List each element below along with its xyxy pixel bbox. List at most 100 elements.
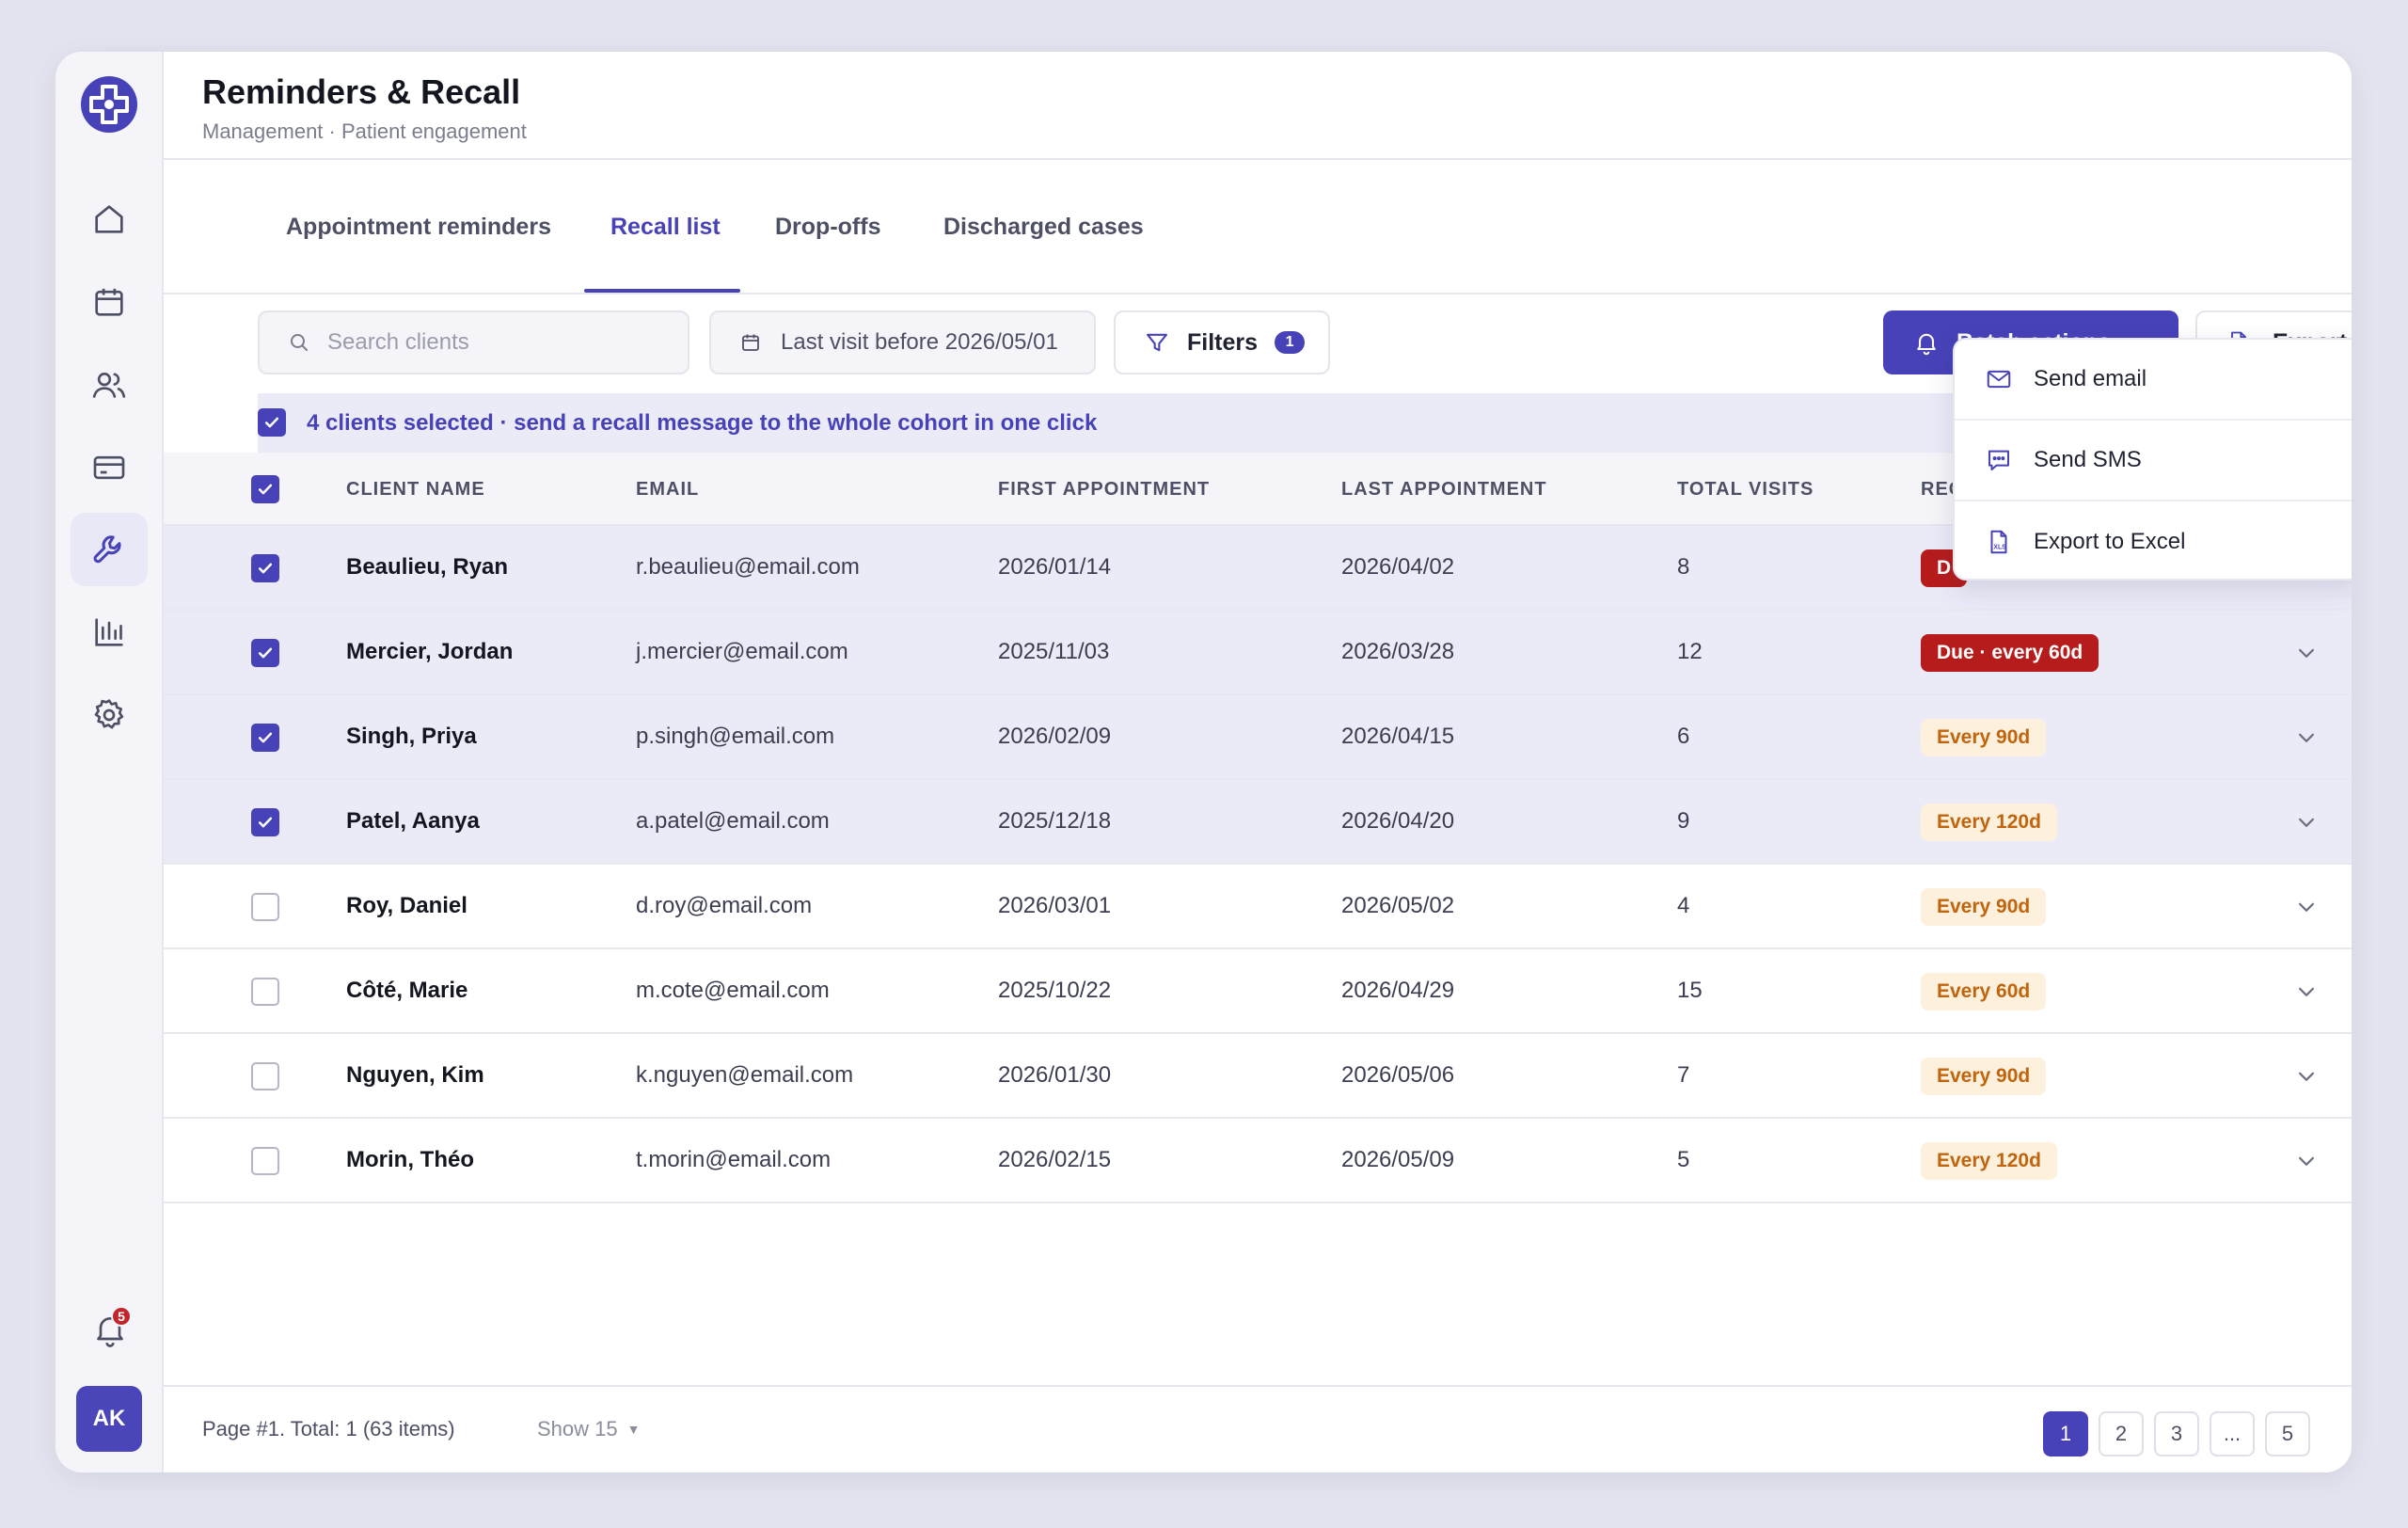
tab-discharged-cases[interactable]: Discharged cases bbox=[943, 214, 1144, 240]
email-cell: t.morin@email.com bbox=[636, 1147, 832, 1172]
selection-banner-text: 4 clients selected · send a recall messa… bbox=[307, 409, 1098, 436]
checkmark-icon bbox=[258, 817, 273, 828]
table-row[interactable]: Singh, Priya p.singh@email.com 2026/02/09 2… bbox=[164, 695, 2352, 780]
client-name-cell: Mercier, Jordan bbox=[346, 639, 514, 664]
card-icon bbox=[93, 455, 125, 480]
table-row[interactable]: Roy, Daniel d.roy@email.com 2026/03/01 2026… bbox=[164, 865, 2352, 949]
page-ellipsis: ... bbox=[2210, 1411, 2255, 1456]
total-visits-cell: 6 bbox=[1677, 724, 1690, 749]
row-checkbox[interactable] bbox=[251, 978, 279, 1006]
main-content: Reminders & Recall Management · Patient … bbox=[164, 52, 2352, 1472]
column-header-email[interactable]: EMAIL bbox=[636, 478, 700, 500]
select-all-checkbox[interactable] bbox=[251, 475, 279, 503]
chevron-down-icon bbox=[2299, 1156, 2314, 1166]
expand-row-button[interactable] bbox=[2292, 893, 2321, 921]
total-visits-cell: 9 bbox=[1677, 808, 1690, 834]
column-header-last-appointment[interactable]: LAST APPOINTMENT bbox=[1341, 478, 1547, 500]
recall-status-badge: Every 90d bbox=[1921, 1058, 2047, 1095]
row-checkbox[interactable] bbox=[251, 808, 279, 836]
app-logo[interactable] bbox=[80, 75, 138, 134]
column-header-recall[interactable]: REC bbox=[1921, 478, 1964, 500]
row-checkbox[interactable] bbox=[251, 724, 279, 752]
menu-item-export-excel[interactable]: XLS Export to Excel bbox=[1955, 501, 2352, 579]
page-size-label: Show 15 bbox=[537, 1417, 618, 1440]
home-icon bbox=[95, 205, 123, 233]
table-row[interactable]: Mercier, Jordan j.mercier@email.com 2025/1… bbox=[164, 611, 2352, 695]
row-checkbox[interactable] bbox=[251, 554, 279, 582]
row-checkbox[interactable] bbox=[251, 893, 279, 921]
tab-drop-offs[interactable]: Drop-offs bbox=[775, 214, 881, 240]
bell-icon bbox=[1917, 333, 1936, 356]
checkmark-icon bbox=[258, 484, 273, 495]
column-header-first-appointment[interactable]: FIRST APPOINTMENT bbox=[998, 478, 1211, 500]
row-checkbox[interactable] bbox=[251, 1062, 279, 1090]
filters-count-badge: 1 bbox=[1275, 331, 1306, 354]
mail-icon bbox=[1987, 370, 2011, 389]
total-visits-cell: 15 bbox=[1677, 978, 1703, 1003]
tab-recall-list[interactable]: Recall list bbox=[610, 214, 721, 240]
nav-billing[interactable] bbox=[71, 431, 148, 504]
notifications-button[interactable]: 5 bbox=[87, 1306, 134, 1353]
client-name-cell: Roy, Daniel bbox=[346, 893, 467, 918]
email-cell: r.beaulieu@email.com bbox=[636, 554, 860, 580]
table-row[interactable]: Nguyen, Kim k.nguyen@email.com 2026/01/30 2… bbox=[164, 1034, 2352, 1119]
row-checkbox[interactable] bbox=[251, 1147, 279, 1175]
nav-tools[interactable] bbox=[71, 513, 148, 586]
recall-status-badge: Every 120d bbox=[1921, 804, 2057, 841]
message-icon bbox=[1988, 450, 2009, 470]
first-appointment-cell: 2026/02/15 bbox=[998, 1147, 1112, 1172]
breadcrumb: Management · Patient engagement bbox=[202, 119, 527, 143]
client-name-cell: Patel, Aanya bbox=[346, 808, 480, 834]
nav-reports[interactable] bbox=[71, 596, 148, 669]
search-input[interactable] bbox=[327, 329, 647, 356]
menu-item-send-sms[interactable]: Send SMS bbox=[1955, 421, 2352, 501]
email-cell: m.cote@email.com bbox=[636, 978, 830, 1003]
recall-status-badge: Every 120d bbox=[1921, 1142, 2057, 1180]
column-header-total-visits[interactable]: TOTAL VISITS bbox=[1677, 478, 1814, 500]
recall-status-badge: Due · every 60d bbox=[1921, 634, 2099, 672]
search-box[interactable] bbox=[258, 310, 689, 374]
row-checkbox[interactable] bbox=[251, 639, 279, 667]
filters-button[interactable]: Filters 1 bbox=[1114, 310, 1330, 374]
expand-row-button[interactable] bbox=[2292, 724, 2321, 752]
checkmark-icon bbox=[258, 647, 273, 659]
excel-file-icon: XLS bbox=[1990, 530, 2007, 554]
expand-row-button[interactable] bbox=[2292, 1147, 2321, 1175]
table-row[interactable]: Patel, Aanya a.patel@email.com 2025/12/18 2… bbox=[164, 780, 2352, 865]
expand-row-button[interactable] bbox=[2292, 639, 2321, 667]
table-row[interactable]: Côté, Marie m.cote@email.com 2025/10/22 202… bbox=[164, 949, 2352, 1034]
filters-label: Filters bbox=[1187, 328, 1259, 356]
total-visits-cell: 12 bbox=[1677, 639, 1703, 664]
page-size-select[interactable]: Show 15 ▼ bbox=[537, 1417, 640, 1441]
calendar-icon bbox=[742, 334, 759, 351]
page-button-2[interactable]: 2 bbox=[2099, 1411, 2144, 1456]
nav-home[interactable] bbox=[71, 183, 148, 256]
nav-calendar[interactable] bbox=[71, 265, 148, 339]
page-button-3[interactable]: 3 bbox=[2154, 1411, 2199, 1456]
last-appointment-cell: 2026/03/28 bbox=[1341, 639, 1455, 664]
chevron-down-icon bbox=[2299, 987, 2314, 996]
expand-row-button[interactable] bbox=[2292, 978, 2321, 1006]
nav-clients[interactable] bbox=[71, 348, 148, 422]
tab-appointment-reminders[interactable]: Appointment reminders bbox=[286, 214, 551, 240]
first-appointment-cell: 2026/01/14 bbox=[998, 554, 1112, 580]
column-header-client-name[interactable]: CLIENT NAME bbox=[346, 478, 485, 500]
expand-row-button[interactable] bbox=[2292, 1062, 2321, 1090]
last-visit-date-filter[interactable]: Last visit before 2026/05/01 bbox=[709, 310, 1096, 374]
checkmark-icon bbox=[258, 563, 273, 574]
menu-item-send-email[interactable]: Send email bbox=[1955, 340, 2352, 421]
banner-checkbox[interactable] bbox=[258, 408, 286, 437]
expand-row-button[interactable] bbox=[2292, 808, 2321, 836]
menu-item-label: Export to Excel bbox=[2034, 529, 2186, 554]
chevron-down-icon bbox=[2299, 733, 2314, 742]
table-row[interactable]: Morin, Théo t.morin@email.com 2026/02/15 20… bbox=[164, 1119, 2352, 1203]
first-appointment-cell: 2026/02/09 bbox=[998, 724, 1112, 749]
app-window: 5 AK Reminders & Recall Management · Pat… bbox=[55, 52, 2352, 1472]
recall-status-badge: Every 90d bbox=[1921, 888, 2047, 926]
nav-settings[interactable] bbox=[71, 678, 148, 752]
page-button-5[interactable]: 5 bbox=[2265, 1411, 2310, 1456]
last-appointment-cell: 2026/05/02 bbox=[1341, 893, 1455, 918]
page-button-1[interactable]: 1 bbox=[2043, 1411, 2088, 1456]
last-appointment-cell: 2026/05/06 bbox=[1341, 1062, 1455, 1088]
user-avatar[interactable]: AK bbox=[76, 1386, 142, 1452]
